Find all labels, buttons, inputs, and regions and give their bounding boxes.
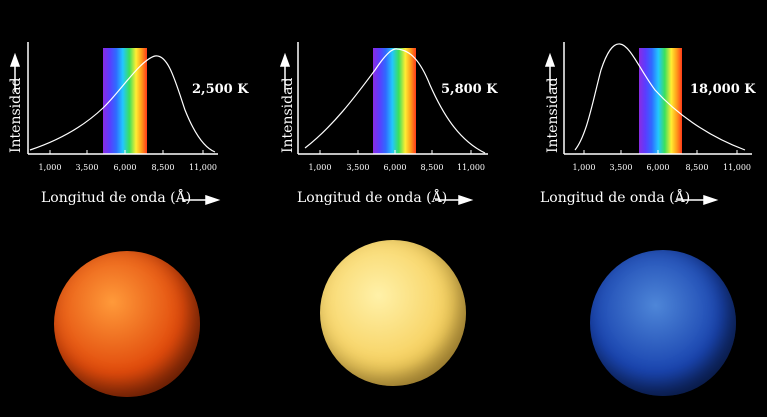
x-axis-arrow bbox=[182, 194, 221, 206]
blackbody-curve bbox=[574, 43, 746, 151]
y-axis-label: Intensidad bbox=[280, 77, 296, 153]
blackbody-curve bbox=[304, 48, 486, 154]
tick-label: 6,000 bbox=[113, 163, 137, 172]
visible-spectrum-band bbox=[373, 48, 416, 154]
tick-label: 8,500 bbox=[151, 163, 175, 172]
x-axis-arrow bbox=[677, 194, 719, 206]
star-red bbox=[54, 251, 200, 397]
y-axis-label: Intensidad bbox=[8, 77, 24, 153]
star-yellow bbox=[320, 240, 466, 386]
spectrum-chart-3 bbox=[544, 42, 752, 206]
temperature-label: 18,000 K bbox=[690, 82, 756, 97]
tick-label: 8,500 bbox=[685, 163, 709, 172]
x-axis-label: Longitud de onda (Å) bbox=[540, 190, 691, 206]
x-axis-label: Longitud de onda (Å) bbox=[41, 190, 192, 206]
x-axis-label: Longitud de onda (Å) bbox=[297, 190, 448, 206]
y-axis-arrow bbox=[9, 52, 21, 92]
tick-label: 3,500 bbox=[609, 163, 633, 172]
tick-label: 3,500 bbox=[75, 163, 99, 172]
panel-18000k: Intensidad 18,000 K 1,000 3,500 6,000 8,… bbox=[515, 0, 765, 417]
temperature-label: 5,800 K bbox=[441, 82, 498, 97]
x-axis-ticks bbox=[583, 150, 738, 154]
tick-label: 11,000 bbox=[457, 163, 485, 172]
tick-label: 11,000 bbox=[189, 163, 217, 172]
panel-5800k: Intensidad 5,800 K 1,000 3,500 6,000 8,5… bbox=[260, 0, 510, 417]
spectrum-chart-1 bbox=[9, 42, 221, 206]
visible-spectrum-band bbox=[639, 48, 682, 154]
star-blue bbox=[590, 250, 736, 396]
tick-label: 6,000 bbox=[646, 163, 670, 172]
spectrum-chart-2 bbox=[279, 42, 488, 206]
x-axis-ticks bbox=[49, 150, 204, 154]
x-axis-ticks bbox=[319, 150, 472, 154]
tick-label: 6,000 bbox=[383, 163, 407, 172]
y-axis-arrow bbox=[544, 52, 556, 92]
y-axis-label: Intensidad bbox=[545, 77, 561, 153]
tick-label: 1,000 bbox=[572, 163, 596, 172]
panel-2500k: Intensidad 2,500 K 1,000 3,500 6,000 8,5… bbox=[0, 0, 250, 417]
blackbody-curve bbox=[29, 55, 216, 153]
y-axis-arrow bbox=[279, 52, 291, 92]
tick-label: 1,000 bbox=[38, 163, 62, 172]
tick-label: 8,500 bbox=[420, 163, 444, 172]
tick-label: 11,000 bbox=[723, 163, 751, 172]
x-axis-arrow bbox=[435, 194, 474, 206]
tick-label: 3,500 bbox=[346, 163, 370, 172]
tick-label: 1,000 bbox=[308, 163, 332, 172]
temperature-label: 2,500 K bbox=[192, 82, 249, 97]
